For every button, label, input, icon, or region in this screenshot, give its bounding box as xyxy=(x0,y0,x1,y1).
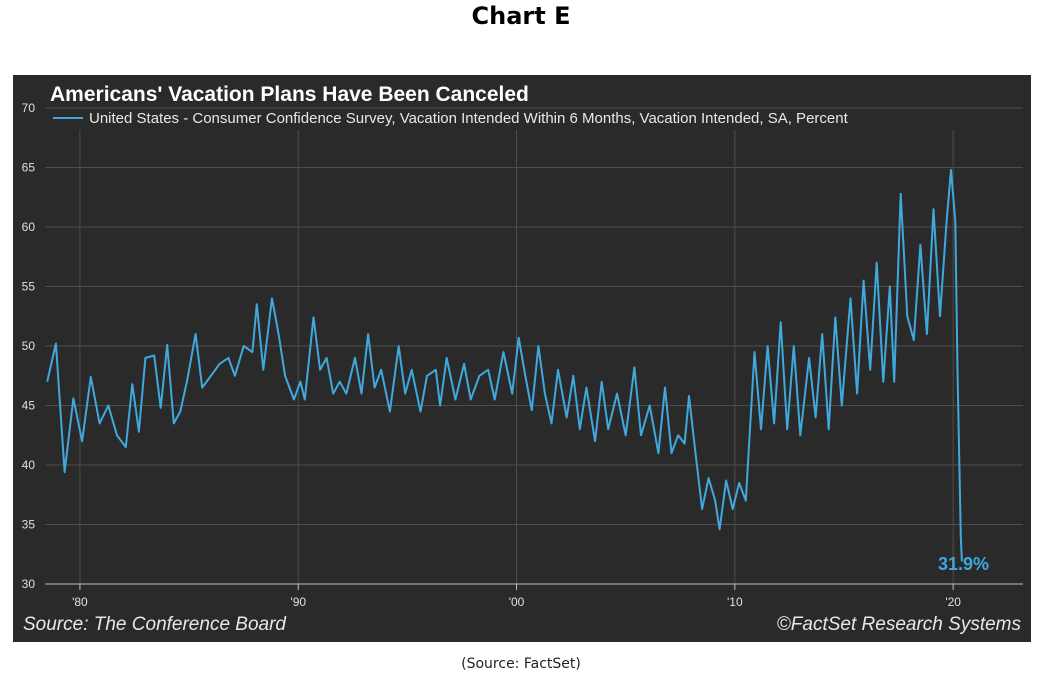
grid-lines xyxy=(45,107,1023,584)
x-tick-label: '10 xyxy=(727,595,743,609)
y-tick-label: 50 xyxy=(22,339,36,353)
y-tick-label: 45 xyxy=(22,399,36,413)
x-tick-label: '00 xyxy=(509,595,525,609)
legend-label: United States - Consumer Confidence Surv… xyxy=(89,110,849,127)
chart-title: Americans' Vacation Plans Have Been Canc… xyxy=(50,83,529,106)
x-tick-label: '80 xyxy=(72,595,88,609)
end-value-label: 31.9% xyxy=(938,554,989,574)
series-layer xyxy=(46,168,963,562)
y-tick-label: 70 xyxy=(22,101,36,115)
y-tick-label: 65 xyxy=(22,161,36,175)
page-source-note: (Source: FactSet) xyxy=(461,656,581,672)
chart-panel: 30 35 40 45 50 55 60 65 70 '80 '90 '00 '10 '20 Americ… xyxy=(13,75,1031,642)
chart-svg: 30 35 40 45 50 55 60 65 70 '80 '90 '00 '10 '20 Americ… xyxy=(22,83,1023,635)
x-tick-label: '90 xyxy=(290,595,306,609)
page-heading: Chart E xyxy=(471,2,571,30)
axes: 30 35 40 45 50 55 60 65 70 '80 '90 '00 '10 '20 xyxy=(22,101,1023,609)
series-line xyxy=(46,168,963,562)
y-tick-label: 55 xyxy=(22,280,36,294)
y-tick-label: 35 xyxy=(22,518,36,532)
copyright-note: ©FactSet Research Systems xyxy=(777,614,1022,635)
x-tick-label: '20 xyxy=(945,595,961,609)
y-tick-label: 40 xyxy=(22,458,36,472)
y-tick-label: 30 xyxy=(22,577,36,591)
y-tick-label: 60 xyxy=(22,220,36,234)
source-note: Source: The Conference Board xyxy=(23,614,287,635)
